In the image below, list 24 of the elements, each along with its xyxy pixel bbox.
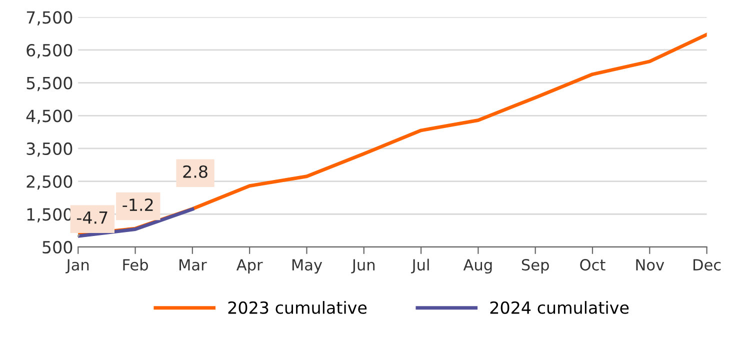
x-tick-label: Jun	[351, 259, 375, 274]
annotation: -1.2	[122, 198, 153, 211]
x-tick-label: Jul	[411, 258, 429, 274]
y-tick-label: 2,500	[26, 175, 72, 190]
y-tick-label: 6,500	[26, 44, 72, 58]
annotation: -4.7	[76, 212, 108, 224]
y-tick-label: 4,500	[26, 110, 72, 124]
x-tick-label: Oct	[580, 259, 606, 271]
x-tick-label: Dec	[694, 259, 721, 271]
annotation: 2.8	[183, 165, 208, 178]
x-tick-label: May	[292, 259, 322, 274]
x-tick-label: Sep	[522, 259, 549, 274]
y-tick-label: 500	[42, 240, 72, 254]
x-tick-label: Jan	[66, 259, 89, 274]
x-tick-label: Mar	[180, 259, 207, 271]
y-tick-label: 3,500	[26, 142, 72, 157]
x-tick-label: Feb	[123, 258, 148, 271]
x-tick-label: Aug	[463, 259, 492, 274]
x-tick-label: Apr	[236, 259, 263, 274]
y-tick-label: 5,500	[26, 76, 72, 92]
legend-label: 2024 cumulative	[490, 301, 629, 314]
y-tick-label: 7,500	[26, 11, 72, 26]
x-tick-label: Nov	[636, 259, 664, 271]
legend-label: 2023 cumulative	[228, 301, 367, 314]
